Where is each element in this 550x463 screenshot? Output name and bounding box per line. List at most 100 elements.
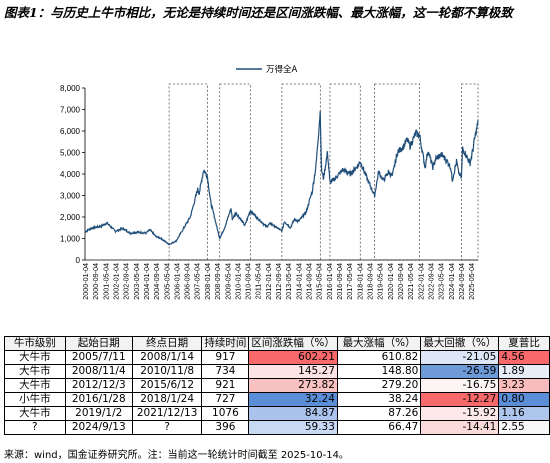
table-header-row: 牛市级别 起始日期 终点日期 持续时间 区间涨跌幅（%） 最大涨幅（%） 最大回撤（%） 夏普… (4, 336, 550, 351)
column-header: 持续时间 (201, 336, 250, 351)
bull-period-box (281, 83, 321, 261)
table-cell: 2008/1/14 (131, 350, 203, 365)
table-cell: 917 (201, 350, 250, 365)
table-cell: 1.89 (498, 364, 550, 379)
x-tick-label: 2022-09-04 (427, 263, 436, 300)
x-tick-label: 2022-01-04 (416, 263, 425, 300)
y-tick-label: 4,000 (60, 170, 81, 179)
table-cell: 32.24 (248, 392, 338, 407)
table-cell: 小牛市 (4, 392, 66, 407)
y-tick-label: 0 (76, 256, 81, 265)
table-cell: 2010/11/8 (131, 364, 203, 379)
table-cell: 大牛市 (4, 364, 66, 379)
line-chart: 0 1,000 2,000 3,000 4,000 5,000 6,000 7,000 8,00… (60, 64, 479, 300)
x-tick-label: 2002-09-04 (122, 263, 131, 300)
table-cell: 610.82 (336, 350, 422, 365)
table-cell: 0.80 (498, 392, 550, 407)
table-cell: -12.27 (420, 392, 500, 407)
table-row: 大牛市 2012/12/3 2015/6/12 921 273.82 279.20 -16.… (4, 378, 550, 393)
table-cell: 2021/12/13 (131, 406, 203, 421)
table-cell: 大牛市 (4, 378, 66, 393)
x-tick-label: 2016-01-04 (325, 263, 334, 300)
column-header: 最大涨幅（%） (336, 336, 422, 351)
x-tick-label: 2023-05-04 (437, 263, 446, 300)
table-cell: 大牛市 (4, 350, 66, 365)
y-tick-label: 3,000 (60, 192, 81, 201)
x-tick-label: 2020-01-04 (386, 263, 395, 300)
bull-period-box (168, 83, 208, 261)
source-note: 来源：wind，国金证券研究所。注：当前这一轮统计时间截至 2025-10-14… (4, 450, 349, 461)
column-header: 最大回撤（%） (420, 336, 500, 351)
table-row: ? 2024/9/13? 396 59.33 66.47 -14.41 2.55 (4, 420, 550, 435)
table-cell: 4.56 (498, 350, 550, 365)
table-cell: 727 (201, 392, 250, 407)
column-header: 起始日期 (64, 336, 133, 351)
table-cell: -26.59 (420, 364, 500, 379)
x-tick-label: 2003-05-04 (132, 263, 141, 300)
table-cell: 1076 (201, 406, 250, 421)
table-cell: 2018/1/24 (131, 392, 203, 407)
table-cell: 2005/7/11 (64, 350, 133, 365)
table-cell: 396 (201, 420, 250, 435)
y-tick-label: 2,000 (60, 213, 81, 222)
table-cell: 279.20 (336, 378, 422, 393)
x-tick-label: 2006-01-04 (172, 263, 181, 300)
table-cell: 2.55 (498, 420, 550, 435)
y-tick-label: 8,000 (60, 84, 81, 93)
table-row: 大牛市 2008/11/4 2010/11/8 734 145.27 148.80 -26.… (4, 364, 550, 379)
x-tick-label: 2004-09-04 (152, 263, 161, 300)
legend-label: 万得全A (266, 64, 298, 75)
y-tick-label: 1,000 (60, 235, 81, 244)
table-cell: -16.75 (420, 378, 500, 393)
bull-period-box (329, 83, 361, 261)
table-row: 大牛市 2005/7/11 2008/1/14 917 602.21 610.82 -21.… (4, 350, 550, 365)
bull-period-box (374, 83, 420, 261)
x-tick-label: 2010-09-04 (244, 263, 253, 300)
table-cell: 2012/12/3 (64, 378, 133, 393)
table-cell: 2015/6/12 (131, 378, 203, 393)
x-tick-label: 2010-01-04 (233, 263, 242, 300)
x-tick-label: 2018-01-04 (355, 263, 364, 300)
y-tick-label: 5,000 (60, 149, 81, 158)
x-tick-label: 2001-05-04 (101, 263, 110, 300)
y-tick-label: 7,000 (60, 106, 81, 115)
table-cell: 1.16 (498, 406, 550, 421)
x-tick-label: 2000-09-04 (91, 263, 100, 300)
x-tick-label: 2024-09-04 (457, 263, 466, 300)
x-tick-label: 2008-09-04 (213, 263, 222, 300)
x-tick-label: 2017-05-04 (345, 263, 354, 300)
x-tick-label: 2013-05-04 (284, 263, 293, 300)
column-header: 终点日期 (131, 336, 203, 351)
table-cell: ? (131, 420, 203, 435)
x-tick-label: 2011-05-04 (254, 263, 263, 299)
x-tick-label: 2021-05-04 (406, 263, 415, 300)
table-cell: 2024/9/13 (64, 420, 133, 435)
bull-period-box (219, 83, 251, 261)
x-tick-label: 2009-05-04 (223, 263, 232, 300)
chart-title: 图表1：与历史上牛市相比，无论是持续时间还是区间涨跌幅、最大涨幅，这一轮都不算极… (4, 5, 513, 20)
column-header: 区间涨跌幅（%） (248, 336, 338, 351)
table-cell: 38.24 (336, 392, 422, 407)
x-tick-label: 2004-01-04 (142, 263, 151, 300)
x-tick-label: 2008-01-04 (203, 263, 212, 300)
x-tick-label: 2000-01-04 (81, 263, 90, 300)
x-tick-label: 2006-09-04 (183, 263, 192, 300)
table-cell: 84.87 (248, 406, 338, 421)
table-cell: ? (4, 420, 66, 435)
x-tick-label: 2019-05-04 (376, 263, 385, 300)
x-tick-label: 2014-01-04 (294, 263, 303, 300)
table-cell: 大牛市 (4, 406, 66, 421)
x-tick-label: 2020-09-04 (396, 263, 405, 300)
table-cell: 273.82 (248, 378, 338, 393)
table-row: 大牛市 2019/1/2 2021/12/13 1076 84.87 87.26 -15.9… (4, 406, 550, 421)
table-body: 大牛市 2005/7/11 2008/1/14 917 602.21 610.82 -21.… (4, 350, 550, 435)
x-tick-label: 2018-09-04 (366, 263, 375, 300)
table-cell: -21.05 (420, 350, 500, 365)
table-cell: -15.92 (420, 406, 500, 421)
x-tick-label: 2024-01-04 (447, 263, 456, 300)
table-cell: 2019/1/2 (64, 406, 133, 421)
column-header: 夏普比 (498, 336, 550, 351)
table-cell: 148.80 (336, 364, 422, 379)
y-tick-label: 6,000 (60, 127, 81, 136)
x-tick-label: 2005-05-04 (162, 263, 171, 300)
